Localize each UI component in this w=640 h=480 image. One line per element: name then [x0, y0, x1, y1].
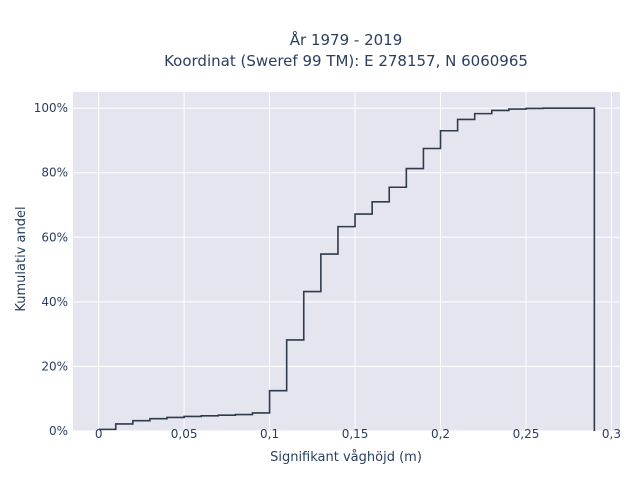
plot-background: [73, 92, 620, 431]
y-tick-label-3: 60%: [41, 230, 68, 244]
y-axis-ticks: 0% 20% 40% 60% 80% 100%: [34, 101, 68, 438]
x-tick-label-5: 0,25: [513, 427, 540, 441]
series-line: [98, 107, 596, 431]
chart-subtitle: Koordinat (Sweref 99 TM): E 278157, N 60…: [164, 52, 528, 70]
x-tick-label-0: 0: [95, 427, 103, 441]
y-tick-label-2: 40%: [41, 295, 68, 309]
y-tick-label-1: 20%: [41, 359, 68, 373]
x-axis-label: Signifikant våghöjd (m): [270, 450, 422, 465]
x-tick-label-4: 0,2: [431, 427, 450, 441]
y-tick-label-0: 0%: [49, 424, 68, 438]
x-tick-label-3: 0,15: [342, 427, 369, 441]
chart-title: År 1979 - 2019: [290, 30, 403, 49]
x-tick-label-6: 0,3: [602, 427, 621, 441]
x-axis-ticks: 0 0,05 0,1 0,15 0,2 0,25 0,3: [95, 427, 621, 441]
y-tick-label-4: 80%: [41, 166, 68, 180]
y-tick-label-5: 100%: [34, 101, 68, 115]
x-tick-label-1: 0,05: [171, 427, 198, 441]
x-tick-label-2: 0,1: [260, 427, 279, 441]
y-axis-label: Kumulativ andel: [14, 206, 29, 311]
